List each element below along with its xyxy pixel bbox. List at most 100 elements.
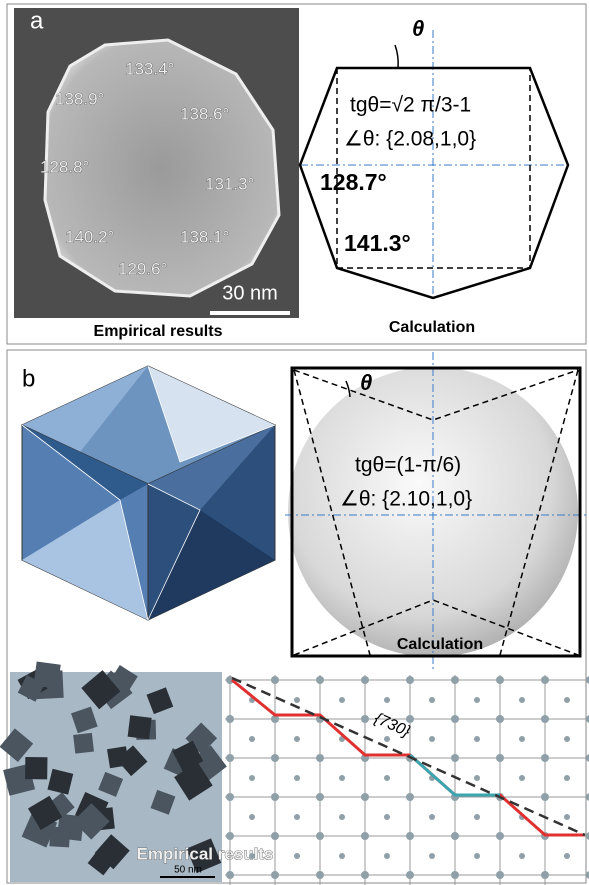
atom [271, 754, 279, 762]
atom [564, 736, 570, 742]
atom [474, 697, 480, 703]
atom [271, 832, 279, 840]
atom [271, 676, 279, 684]
atom [316, 832, 324, 840]
atom [361, 871, 369, 879]
atom [406, 676, 414, 684]
formula: tgθ=√2 π/3-1 [350, 94, 471, 117]
atom [564, 853, 570, 859]
facet-line [232, 678, 585, 835]
atom [564, 775, 570, 781]
angle-label: 138.9° [55, 89, 104, 108]
atom [384, 697, 390, 703]
particle [25, 757, 47, 779]
particle [107, 746, 129, 768]
atom [249, 775, 255, 781]
atom [429, 697, 435, 703]
angle-label: 138.6° [180, 104, 229, 123]
atom [316, 754, 324, 762]
atom [519, 736, 525, 742]
atom [519, 775, 525, 781]
atom [429, 853, 435, 859]
atom [249, 853, 255, 859]
formula: tgθ=(1-π/6) [355, 454, 461, 477]
caption: Calculation [397, 636, 483, 653]
atom [429, 736, 435, 742]
atom [316, 676, 324, 684]
atom [541, 871, 549, 879]
concave-cube [22, 366, 275, 620]
atom [406, 871, 414, 879]
particle [128, 715, 152, 739]
atom [384, 853, 390, 859]
atom [496, 676, 504, 684]
angle-set: ∠θ: {2.10,1,0} [340, 488, 472, 511]
angle-label: 140.2° [65, 227, 114, 246]
atom [271, 871, 279, 879]
atom [361, 832, 369, 840]
atom [496, 832, 504, 840]
atom [564, 697, 570, 703]
atom [226, 754, 234, 762]
atom [294, 814, 300, 820]
theta: θ [412, 16, 424, 41]
angle-value: 141.3° [344, 230, 411, 256]
atom [541, 676, 549, 684]
scale-label: 50 nm [174, 865, 202, 876]
theta: θ [360, 370, 372, 395]
atom [361, 793, 369, 801]
atom [541, 793, 549, 801]
angle-value: 128.7° [320, 169, 387, 195]
atom [496, 715, 504, 723]
atom [339, 814, 345, 820]
atom [226, 832, 234, 840]
particle [49, 827, 70, 848]
atom [451, 715, 459, 723]
angle-label: 131.3° [205, 174, 254, 193]
atom [316, 793, 324, 801]
caption: Empirical results [94, 323, 223, 340]
panel-label: b [22, 365, 35, 392]
angle-label: 138.1° [180, 227, 229, 246]
atom [496, 871, 504, 879]
atom [384, 814, 390, 820]
figure: a 133.4°138.9°138.6°128.8°131.3°140.2°13… [0, 0, 589, 885]
atom [564, 814, 570, 820]
atom [316, 871, 324, 879]
atom [451, 871, 459, 879]
atom [249, 736, 255, 742]
atom [451, 832, 459, 840]
atom [294, 853, 300, 859]
angle-arc [395, 45, 398, 68]
atom [361, 676, 369, 684]
atom [339, 775, 345, 781]
atom [294, 775, 300, 781]
atom [294, 697, 300, 703]
atom [249, 814, 255, 820]
atom [474, 853, 480, 859]
facet-label: {730} [372, 710, 414, 741]
atom [474, 814, 480, 820]
lattice [225, 675, 589, 885]
atom [541, 715, 549, 723]
particle [73, 733, 94, 754]
atom [339, 697, 345, 703]
atom [406, 832, 414, 840]
angle-label: 133.4° [125, 59, 174, 78]
atom [451, 754, 459, 762]
caption: Calculation [389, 319, 475, 336]
angle-set: ∠θ: {2.08,1,0} [344, 128, 476, 151]
atom [474, 736, 480, 742]
atom [339, 853, 345, 859]
panel-label: a [30, 7, 44, 34]
atom [474, 775, 480, 781]
atom [384, 775, 390, 781]
atom [384, 736, 390, 742]
atom [271, 793, 279, 801]
atom [519, 853, 525, 859]
atom [226, 793, 234, 801]
atom [451, 676, 459, 684]
atom [519, 697, 525, 703]
atom [294, 736, 300, 742]
atom [541, 754, 549, 762]
